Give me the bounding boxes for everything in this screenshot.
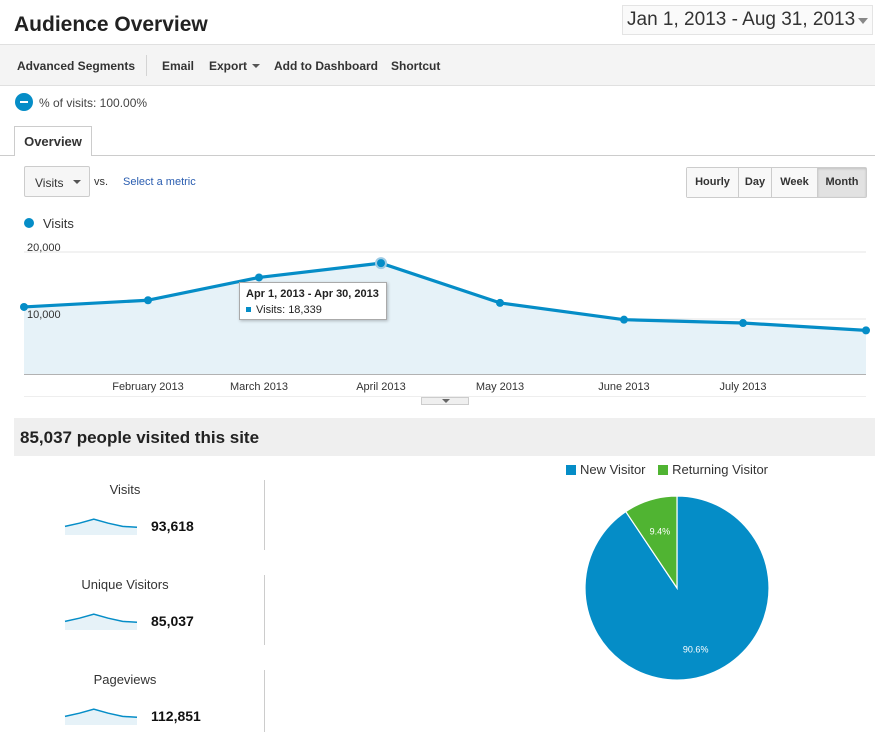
caret-down-icon [73, 180, 81, 184]
date-range-picker[interactable]: Jan 1, 2013 - Aug 31, 2013 [622, 5, 873, 35]
metric-value-unique-visitors: 85,037 [151, 613, 194, 629]
metric-divider [264, 575, 265, 645]
visits-area [24, 263, 866, 374]
y-tick-label: 10,000 [27, 309, 61, 321]
sparkline-pageviews[interactable] [64, 701, 140, 727]
x-tick-label: May 2013 [476, 381, 524, 393]
legend-new-visitor-label: New Visitor [580, 462, 646, 477]
series-square-icon [246, 307, 251, 312]
chart-point-april-2013 [375, 257, 387, 270]
x-tick-label: June 2013 [598, 381, 649, 393]
tab-divider [0, 155, 875, 156]
legend-returning-visitor[interactable]: Returning Visitor [658, 462, 768, 477]
vs-label: vs. [94, 176, 109, 188]
chart-point-march-2013 [255, 273, 263, 282]
sparkline-line [64, 613, 138, 623]
date-range-text: Jan 1, 2013 - Aug 31, 2013 [627, 9, 856, 30]
returning-visitor-swatch-icon [658, 465, 669, 475]
day-button[interactable]: Day [738, 168, 771, 197]
sparkline-area [65, 519, 137, 535]
metric-value-visits: 93,618 [151, 518, 194, 534]
page-title: Audience Overview [14, 13, 208, 36]
month-button[interactable]: Month [817, 168, 866, 197]
export-label: Export [209, 59, 248, 73]
metric-label-pageviews: Pageviews [93, 672, 157, 687]
chart-area-fill [24, 263, 866, 374]
legend-returning-visitor-label: Returning Visitor [672, 462, 769, 477]
chart-series-line [23, 261, 867, 332]
email-button[interactable]: Email [162, 59, 195, 73]
visitor-type-pie-chart: 90.6% 9.4% [584, 495, 770, 681]
toolbar-divider [146, 55, 147, 76]
metric-dropdown-label: Visits [35, 176, 64, 190]
metric-dropdown[interactable]: Visits [24, 166, 90, 197]
visits-line-chart: 20,000 10,000 February 2013 March 2013 Apri… [20, 242, 870, 397]
y-tick-label: 20,000 [27, 242, 61, 254]
metric-divider [264, 480, 265, 550]
legend-new-visitor[interactable]: New Visitor [566, 462, 646, 477]
metric-label-visits: Visits [109, 482, 141, 497]
chart-point-july-2013 [739, 319, 747, 328]
tab-underline-cover [15, 155, 91, 156]
x-tick-label: March 2013 [230, 381, 288, 393]
legend-visits: Visits [43, 216, 74, 231]
chevron-down-icon [858, 18, 868, 24]
export-button[interactable]: Export [209, 59, 261, 73]
pie-slice-label: 9.4% [650, 527, 671, 537]
hourly-button[interactable]: Hourly [687, 168, 738, 197]
report-toolbar: Advanced Segments Email Export Add to Da… [0, 44, 875, 86]
metric-divider [264, 670, 265, 732]
chart-x-ticks: February 2013 March 2013 April 2013 May 201… [112, 381, 766, 393]
metric-value-pageviews: 112,851 [151, 708, 201, 724]
chart-y-ticks: 20,000 10,000 [27, 242, 61, 321]
x-tick-label: July 2013 [719, 381, 766, 393]
sparkline-visits[interactable] [64, 511, 140, 537]
pie-slice-returning-visitor [624, 495, 678, 590]
summary-header: 85,037 people visited this site [14, 418, 875, 456]
metric-label-unique-visitors: Unique Visitors [81, 577, 169, 592]
chart-point-august-2013 [862, 326, 870, 335]
chart-collapse-handle[interactable] [421, 397, 469, 405]
segment-pie-icon [15, 93, 33, 111]
sparkline-line [64, 708, 138, 718]
granularity-toggle: Hourly Day Week Month [686, 167, 867, 198]
sparkline-unique-visitors[interactable] [64, 606, 140, 632]
summary-headline: 85,037 people visited this site [20, 428, 260, 447]
pie-slice-label: 90.6% [683, 645, 709, 655]
x-tick-label: April 2013 [356, 381, 406, 393]
shortcut-button[interactable]: Shortcut [391, 59, 441, 73]
chart-tooltip: Apr 1, 2013 - Apr 30, 2013 Visits: 18,33… [239, 282, 387, 320]
add-to-dashboard-button[interactable]: Add to Dashboard [274, 59, 378, 73]
tab-overview[interactable]: Overview [14, 126, 92, 156]
tooltip-value-text: Visits: 18,339 [256, 304, 322, 316]
sparkline-area [65, 614, 137, 630]
sparkline-area [65, 709, 137, 725]
week-button[interactable]: Week [771, 168, 817, 197]
legend-dot-icon [24, 218, 34, 228]
chart-point-february-2013 [144, 296, 152, 305]
sparkline-line [64, 518, 138, 528]
x-tick-label: February 2013 [112, 381, 184, 393]
chart-points [20, 257, 870, 335]
chart-point-january-2013 [20, 302, 28, 311]
chart-point-june-2013 [620, 315, 628, 324]
new-visitor-swatch-icon [566, 465, 576, 475]
segment-percentage: % of visits: 100.00% [39, 96, 148, 110]
pie-legend: New Visitor Returning Visitor [566, 462, 768, 477]
tooltip-title: Apr 1, 2013 - Apr 30, 2013 [246, 288, 379, 300]
chart-point-may-2013 [496, 298, 504, 307]
tooltip-value: Visits: 18,339 [246, 304, 322, 316]
select-metric-link[interactable]: Select a metric [123, 176, 196, 188]
visits-line [23, 261, 867, 332]
caret-down-icon [442, 399, 450, 403]
caret-down-icon [252, 64, 261, 68]
advanced-segments-button[interactable]: Advanced Segments [17, 59, 136, 73]
